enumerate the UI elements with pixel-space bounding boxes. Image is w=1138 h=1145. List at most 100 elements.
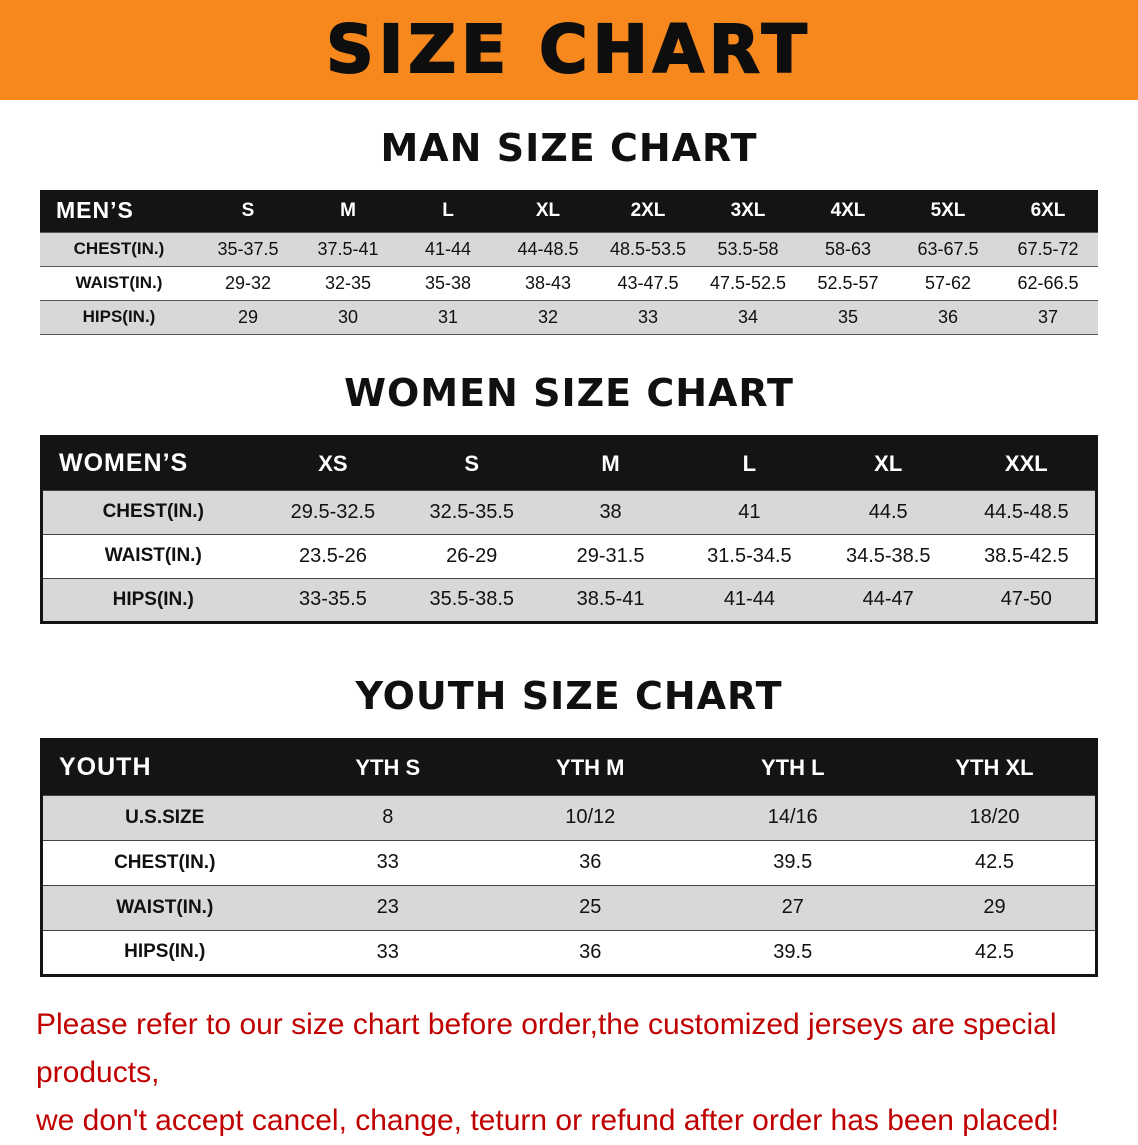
youth-cell: 39.5 bbox=[773, 940, 813, 963]
women-header-row: WOMEN’S XS S M L XL XXL bbox=[41, 436, 1097, 490]
men-row: WAIST(IN.) 29-32 32-35 35-38 38-43 43-47.5 47.… bbox=[40, 266, 1098, 300]
youth-cell: 42.5 bbox=[975, 940, 1014, 963]
youth-row-label: WAIST(IN.) bbox=[116, 896, 214, 918]
men-cell: 62-66.5 bbox=[1017, 272, 1079, 293]
women-column-header: M bbox=[541, 436, 680, 490]
youth-cell: 14/16 bbox=[767, 806, 818, 828]
order-note-line-1: Please refer to our size chart before or… bbox=[36, 1007, 1057, 1089]
youth-row: WAIST(IN.) 23 25 27 29 bbox=[41, 885, 1097, 930]
men-row: CHEST(IN.) 35-37.5 37.5-41 41-44 44-48.5 48.5… bbox=[40, 232, 1098, 266]
youth-corner-label: YOUTH bbox=[41, 739, 287, 795]
youth-column-header: YTH XL bbox=[894, 739, 1097, 795]
youth-column-header: YTH S bbox=[286, 739, 489, 795]
women-cell: 44.5 bbox=[868, 500, 908, 523]
banner-title: SIZE CHART bbox=[325, 11, 812, 88]
women-cell: 44-47 bbox=[862, 588, 914, 610]
women-column-header: XL bbox=[818, 436, 958, 490]
men-cell: 35-37.5 bbox=[217, 238, 279, 259]
men-column-header: 5XL bbox=[898, 190, 998, 232]
men-cell: 33 bbox=[637, 306, 659, 327]
youth-cell: 33 bbox=[376, 851, 399, 873]
men-cell: 57-62 bbox=[924, 272, 972, 293]
youth-cell: 25 bbox=[579, 896, 602, 918]
men-cell: 35 bbox=[837, 306, 859, 327]
men-size-table: MEN’S S M L XL 2XL 3XL 4XL 5XL 6XL CHEST(IN.) 35-37… bbox=[40, 190, 1098, 335]
youth-section-heading: YOUTH SIZE CHART bbox=[355, 673, 783, 718]
men-row-label: HIPS(IN.) bbox=[82, 307, 156, 326]
men-column-header: L bbox=[398, 190, 498, 232]
men-cell: 29-32 bbox=[224, 272, 272, 293]
women-cell: 47-50 bbox=[1000, 588, 1052, 610]
youth-cell: 10/12 bbox=[565, 806, 616, 828]
men-column-header: 6XL bbox=[998, 190, 1098, 232]
women-cell: 26-29 bbox=[446, 544, 498, 567]
men-cell: 36 bbox=[937, 306, 959, 327]
women-corner-label: WOMEN’S bbox=[41, 436, 264, 490]
men-row: HIPS(IN.) 29 30 31 32 33 34 35 36 37 bbox=[40, 300, 1098, 334]
women-size-table: WOMEN’S XS S M L XL XXL CHEST(IN.) 29.5-32.5 32.5… bbox=[40, 434, 1098, 624]
women-row: CHEST(IN.) 29.5-32.5 32.5-35.5 38 41 44.5 44.5… bbox=[41, 490, 1097, 534]
women-cell: 35.5-38.5 bbox=[429, 588, 514, 610]
men-column-header: S bbox=[198, 190, 298, 232]
youth-row: HIPS(IN.) 33 36 39.5 42.5 bbox=[41, 930, 1097, 975]
men-cell: 37 bbox=[1037, 306, 1059, 327]
women-column-header: S bbox=[402, 436, 542, 490]
women-row: HIPS(IN.) 33-35.5 35.5-38.5 38.5-41 41-44 44-… bbox=[41, 578, 1097, 622]
men-row-label: CHEST(IN.) bbox=[73, 239, 165, 258]
women-cell: 41 bbox=[738, 500, 761, 523]
women-cell: 33-35.5 bbox=[298, 588, 367, 610]
youth-cell: 36 bbox=[579, 940, 602, 963]
men-cell: 47.5-52.5 bbox=[709, 272, 787, 293]
youth-cell: 23 bbox=[376, 896, 399, 918]
men-cell: 58-63 bbox=[824, 238, 872, 259]
youth-cell: 29 bbox=[983, 896, 1006, 918]
men-cell: 41-44 bbox=[424, 238, 472, 259]
women-cell: 31.5-34.5 bbox=[707, 544, 792, 567]
men-cell: 67.5-72 bbox=[1017, 238, 1079, 259]
men-cell: 38-43 bbox=[524, 272, 572, 293]
men-cell: 30 bbox=[337, 306, 359, 327]
youth-column-header: YTH L bbox=[691, 739, 894, 795]
women-row-label: WAIST(IN.) bbox=[104, 545, 202, 566]
order-note: Please refer to our size chart before or… bbox=[36, 1001, 1102, 1145]
men-size-section: MAN SIZE CHART MEN’S S M L XL 2XL 3XL 4XL 5XL 6XL… bbox=[0, 126, 1138, 335]
women-cell: 34.5-38.5 bbox=[845, 544, 931, 567]
youth-cell: 18/20 bbox=[969, 806, 1020, 828]
men-row-label: WAIST(IN.) bbox=[75, 273, 163, 292]
women-cell: 38.5-41 bbox=[576, 588, 645, 610]
men-column-header: XL bbox=[498, 190, 598, 232]
size-chart-banner: SIZE CHART bbox=[0, 0, 1138, 100]
youth-header-row: YOUTH YTH S YTH M YTH L YTH XL bbox=[41, 739, 1097, 795]
women-cell: 29.5-32.5 bbox=[290, 500, 376, 523]
women-column-header: L bbox=[679, 436, 819, 490]
youth-cell: 36 bbox=[579, 851, 602, 873]
women-cell: 29-31.5 bbox=[576, 544, 645, 567]
women-cell: 32.5-35.5 bbox=[429, 500, 514, 523]
men-cell: 37.5-41 bbox=[317, 238, 379, 259]
men-cell: 43-47.5 bbox=[617, 272, 679, 293]
men-cell: 44-48.5 bbox=[517, 238, 579, 259]
women-row-label: CHEST(IN.) bbox=[102, 501, 204, 522]
men-cell: 29 bbox=[237, 306, 259, 327]
youth-column-header: YTH M bbox=[489, 739, 692, 795]
men-column-header: 4XL bbox=[798, 190, 898, 232]
women-section-heading: WOMEN SIZE CHART bbox=[344, 370, 794, 415]
men-cell: 31 bbox=[437, 306, 459, 327]
women-cell: 44.5-48.5 bbox=[984, 500, 1069, 523]
women-cell: 23.5-26 bbox=[298, 544, 367, 567]
men-cell: 32 bbox=[537, 306, 559, 327]
order-note-line-2: we don't accept cancel, change, teturn o… bbox=[36, 1103, 1060, 1137]
men-cell: 63-67.5 bbox=[917, 238, 979, 259]
youth-row-label: HIPS(IN.) bbox=[124, 941, 206, 962]
youth-size-table: YOUTH YTH S YTH M YTH L YTH XL U.S.SIZE 8 10/12… bbox=[40, 737, 1098, 977]
youth-cell: 39.5 bbox=[773, 851, 813, 873]
youth-cell: 8 bbox=[382, 806, 394, 828]
women-cell: 38.5-42.5 bbox=[984, 544, 1069, 567]
youth-cell: 27 bbox=[781, 896, 804, 918]
men-cell: 52.5-57 bbox=[817, 272, 879, 293]
women-size-section: WOMEN SIZE CHART WOMEN’S XS S M L XL XXL CHEST(… bbox=[0, 371, 1138, 624]
youth-row-label: CHEST(IN.) bbox=[114, 851, 216, 873]
women-row: WAIST(IN.) 23.5-26 26-29 29-31.5 31.5-34.5 34… bbox=[41, 534, 1097, 578]
men-column-header: 3XL bbox=[698, 190, 798, 232]
men-corner-label: MEN’S bbox=[40, 190, 198, 232]
